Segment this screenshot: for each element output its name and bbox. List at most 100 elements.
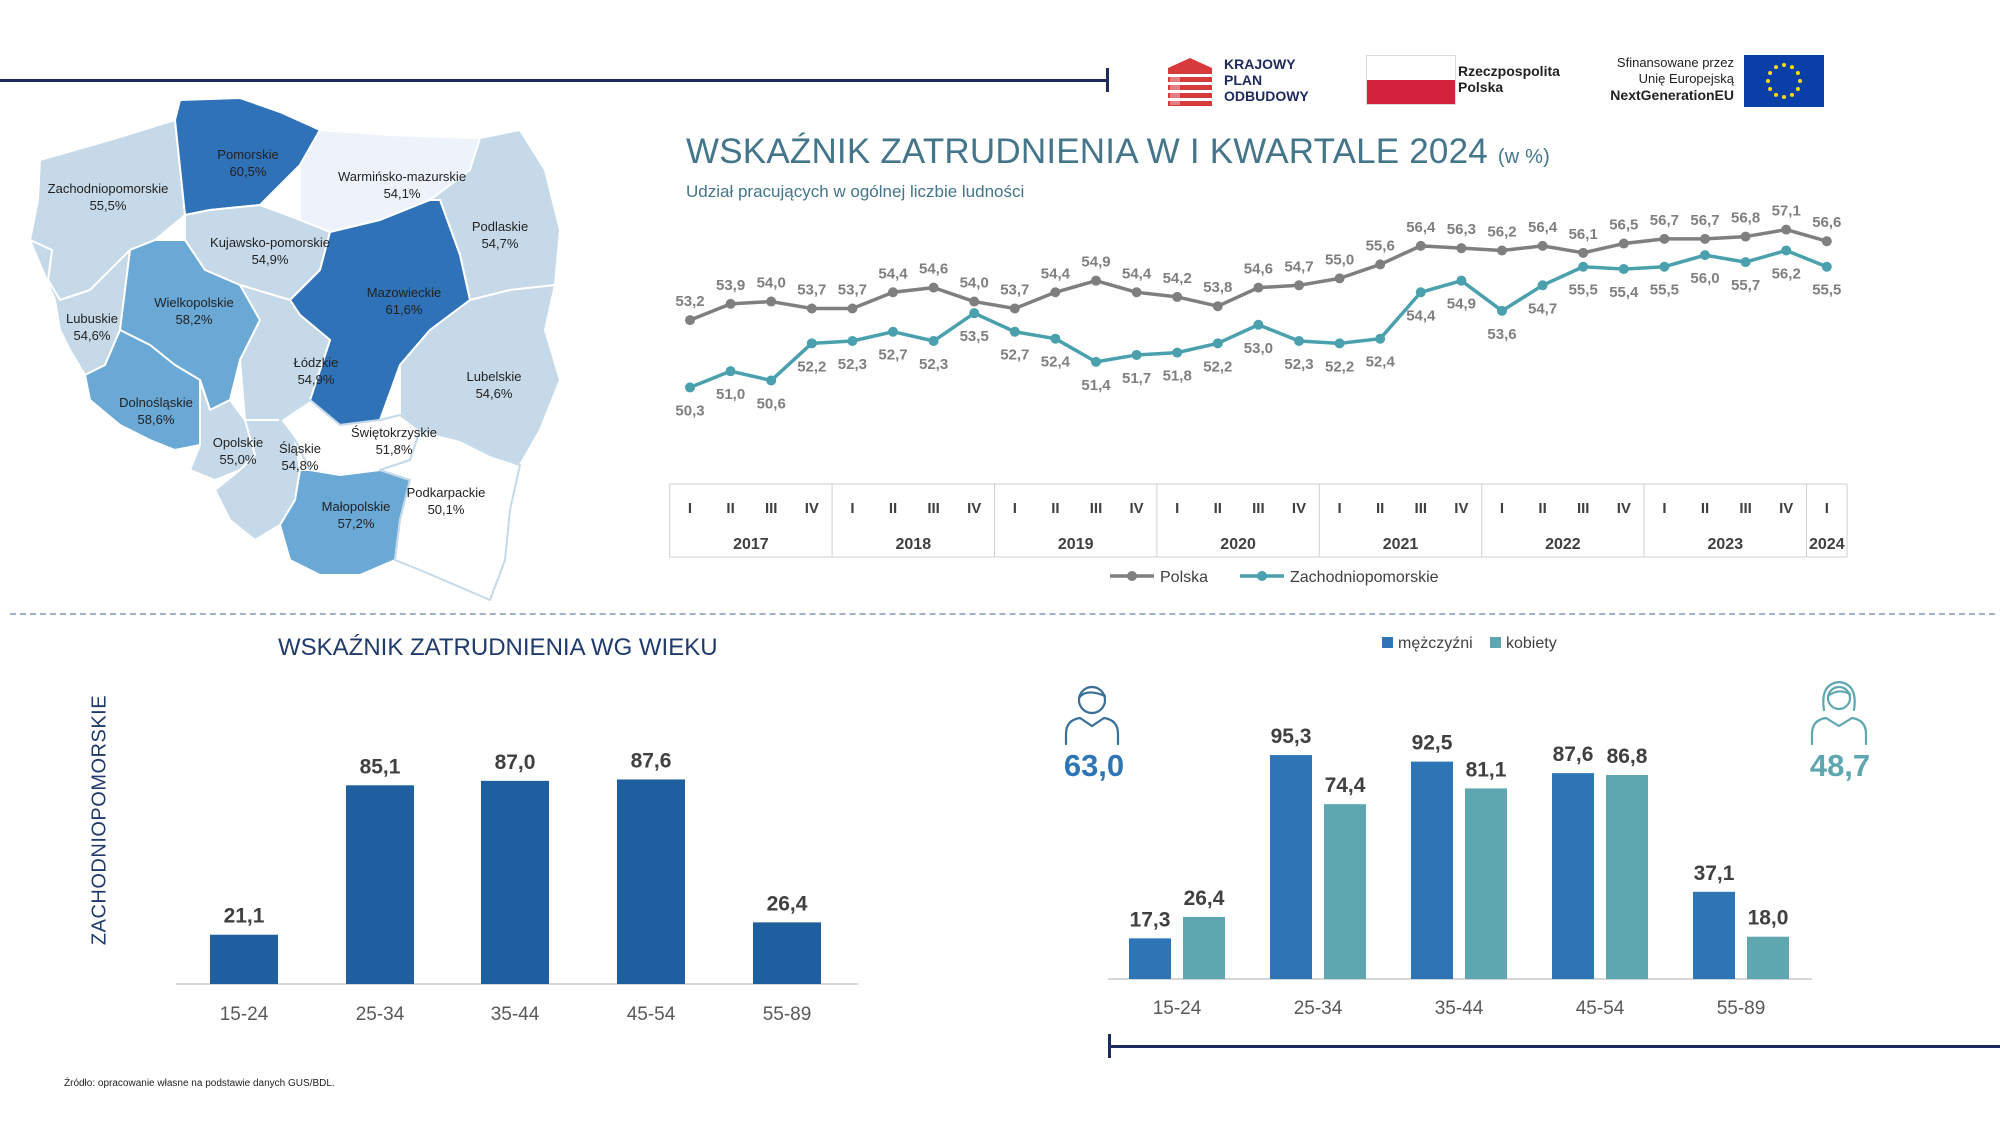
man-icon [1064,685,1120,746]
quarter-label: I [1013,500,1017,517]
quarter-label: II [1538,500,1546,517]
year-label: 2018 [896,536,932,553]
eu-logo-line-2: Unię Europejską [1638,71,1734,86]
zachodniopomorskie-data-label: 55,5 [1650,282,1679,299]
gender-legend-women: kobiety [1490,635,1557,652]
map-label-13: Świętokrzyskie 51,8% [351,424,437,458]
gender-category-label: 25-34 [1294,998,1343,1019]
zachodniopomorskie-data-label: 52,3 [1284,356,1313,373]
polska-data-label: 54,0 [757,275,786,292]
series-point [1172,291,1183,302]
series-point [685,315,695,326]
polska-data-label: 55,0 [1325,251,1354,268]
map-region-name: Warmińsko-mazurskie [337,169,467,184]
year-label: 2020 [1220,536,1256,553]
quarter-label: III [1739,500,1752,517]
polska-data-label: 54,4 [1041,265,1071,282]
map-region-name: Opolskie [212,435,264,450]
source-note: Źródło: opracowanie własne na podstawie … [64,1078,335,1089]
age-category-label: 45-54 [627,1004,676,1025]
gender-category-label: 55-89 [1717,998,1766,1019]
series-point [1253,319,1264,330]
series-point [1415,287,1426,298]
polska-data-label: 56,5 [1609,217,1638,234]
age-bar-value: 87,0 [495,751,536,774]
kpo-logo-icon [1168,58,1212,106]
map-region-value: 54,8% [281,458,319,473]
main-title-unit: (w %) [1497,146,1550,168]
series-point [1618,264,1629,275]
quarter-label: III [1090,500,1103,517]
series-point [1456,275,1467,286]
age-bar-value: 87,6 [631,749,672,772]
top-rule-end [1106,68,1109,92]
map-region-value: 58,6% [137,412,175,427]
polska-data-label: 54,7 [1284,258,1313,275]
men-bar-value: 17,3 [1130,908,1171,931]
series-point [1659,261,1670,272]
series-point [1497,305,1507,316]
polska-data-label: 56,4 [1528,219,1558,236]
age-category-label: 35-44 [491,1004,540,1025]
age-bar-chart: 21,1 15-24 85,1 25-34 87,0 35-44 87,6 45-54 26,4… [176,749,858,1025]
main-title: WSKAŹNIK ZATRUDNIENIA W I KWARTALE 2024 … [686,132,1550,172]
zachodniopomorskie-data-label: 55,4 [1609,284,1639,301]
map-region-name: Łódzkie [293,355,339,370]
series-point [969,296,980,307]
zachodniopomorskie-data-label: 51,8 [1163,368,1192,385]
series-point [1537,240,1548,251]
polska-data-label: 56,4 [1406,219,1436,236]
zachodniopomorskie-data-label: 55,5 [1812,282,1841,299]
zachodniopomorskie-data-label: 52,2 [1325,358,1354,375]
series-point [1212,338,1223,349]
series-point [1009,303,1020,314]
men-bar-value: 92,5 [1412,732,1453,755]
map-region-name: Lubuskie [65,311,119,326]
eu-flag-icon [1744,55,1824,107]
series-point [806,303,817,314]
zachodniopomorskie-data-label: 53,0 [1244,340,1273,357]
bottom-rule-start [1108,1034,1111,1058]
series-point [1821,236,1832,247]
polska-data-label: 54,9 [1081,254,1110,271]
map-label-8: Łódzkie 54,9% [294,354,339,388]
zachodniopomorskie-data-label: 54,7 [1528,300,1557,317]
series-point [1091,275,1101,286]
series-point [847,336,858,347]
legend-label: Zachodniopomorskie [1290,569,1439,586]
rp-flag-white [1367,56,1455,80]
age-bar-value: 21,1 [224,905,265,928]
series-point [806,338,817,349]
polska-data-label: 53,7 [797,282,826,299]
series-point [1091,356,1101,367]
zachodniopomorskie-data-label: 51,4 [1081,377,1111,394]
polska-data-label: 54,2 [1163,270,1192,287]
zachodniopomorskie-data-label: 51,7 [1122,370,1151,387]
year-label: 2022 [1545,536,1581,553]
polska-data-label: 56,2 [1487,223,1516,240]
series-point [1578,261,1589,272]
rp-logo-line-2: Polska [1458,79,1504,95]
zachodniopomorskie-data-label: 55,5 [1569,282,1598,299]
map-region-name: Pomorskie [217,147,279,162]
quarter-label: II [1376,500,1384,517]
quarter-label: III [927,500,940,517]
map-region-value: 55,5% [89,198,127,213]
map-region-value: 50,1% [427,502,465,517]
zachodniopomorskie-data-label: 50,6 [757,395,786,412]
gender-category-label: 45-54 [1576,998,1625,1019]
series-point [1294,280,1304,291]
zachodniopomorskie-data-label: 52,7 [1000,347,1029,364]
polska-data-label: 54,6 [919,261,948,278]
legend-swatch [1490,637,1501,648]
polska-data-label: 56,7 [1650,212,1679,229]
kpo-logo-line-3: ODBUDOWY [1224,88,1309,104]
polska-data-label: 57,1 [1772,203,1801,220]
quarter-label: IV [1617,500,1631,517]
map-region-value: 54,7% [481,236,519,251]
rp-logo-line-1: Rzeczpospolita [1458,63,1560,79]
map-label-3: Podlaskie 54,7% [472,218,528,252]
section-divider [10,613,1995,615]
women-total: 48,7 [1809,748,1871,783]
